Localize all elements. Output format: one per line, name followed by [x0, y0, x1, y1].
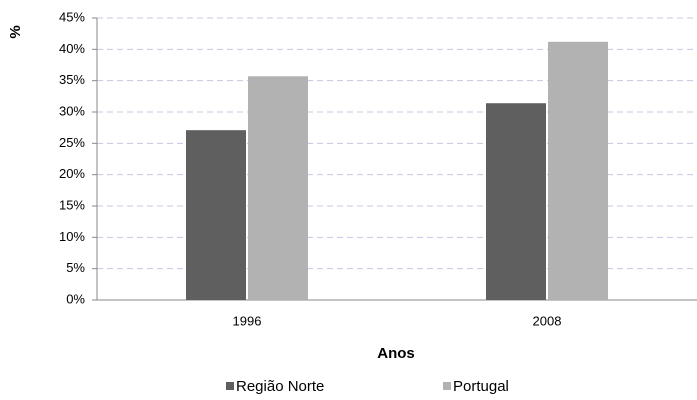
- y-tick-label: 0%: [66, 291, 85, 306]
- x-axis-label: Anos: [377, 345, 415, 362]
- legend-swatch: [226, 382, 234, 390]
- y-tick-label: 15%: [59, 197, 85, 212]
- y-tick-label: 45%: [59, 9, 85, 24]
- legend-label: Região Norte: [236, 378, 324, 395]
- bar: [486, 103, 546, 300]
- y-axis-label: %: [7, 25, 24, 38]
- y-tick-label: 35%: [59, 72, 85, 87]
- legend-label: Portugal: [453, 378, 509, 395]
- x-tick-label: 1996: [233, 313, 262, 328]
- legend-swatch: [443, 382, 451, 390]
- bar: [248, 76, 308, 300]
- y-tick-label: 40%: [59, 41, 85, 56]
- x-tick-label: 2008: [533, 313, 562, 328]
- y-tick-label: 5%: [66, 260, 85, 275]
- y-tick-label: 25%: [59, 135, 85, 150]
- y-tick-label: 20%: [59, 166, 85, 181]
- y-tick-label: 30%: [59, 103, 85, 118]
- y-tick-label: 10%: [59, 229, 85, 244]
- bar: [186, 130, 246, 300]
- bar: [548, 41, 608, 301]
